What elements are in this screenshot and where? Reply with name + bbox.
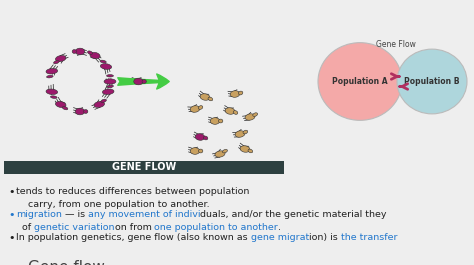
Ellipse shape bbox=[90, 52, 100, 59]
Ellipse shape bbox=[190, 106, 200, 112]
Bar bbox=[4, 161, 284, 174]
Ellipse shape bbox=[235, 131, 245, 137]
Text: GENE FLOW: GENE FLOW bbox=[112, 162, 176, 173]
Text: genetic variation: genetic variation bbox=[34, 223, 115, 232]
Text: — is: — is bbox=[62, 210, 88, 219]
Ellipse shape bbox=[83, 110, 88, 113]
Text: Population A: Population A bbox=[332, 77, 388, 86]
Text: any movement of indivi: any movement of indivi bbox=[88, 210, 201, 219]
Ellipse shape bbox=[100, 64, 112, 69]
Ellipse shape bbox=[134, 78, 143, 85]
Ellipse shape bbox=[253, 113, 257, 116]
Ellipse shape bbox=[203, 136, 208, 140]
Ellipse shape bbox=[63, 107, 68, 110]
Text: ion) is: ion) is bbox=[309, 233, 341, 242]
Text: one population to another: one population to another bbox=[155, 223, 278, 232]
Ellipse shape bbox=[102, 89, 114, 95]
Text: .: . bbox=[278, 223, 281, 232]
Ellipse shape bbox=[238, 91, 243, 95]
Ellipse shape bbox=[200, 94, 210, 100]
Text: on from: on from bbox=[115, 223, 155, 232]
Text: of: of bbox=[22, 223, 34, 232]
Ellipse shape bbox=[142, 80, 146, 83]
Ellipse shape bbox=[72, 50, 76, 54]
Text: •: • bbox=[8, 233, 15, 243]
Ellipse shape bbox=[198, 106, 203, 109]
Ellipse shape bbox=[55, 101, 66, 108]
Ellipse shape bbox=[75, 108, 85, 115]
Ellipse shape bbox=[88, 51, 92, 54]
Ellipse shape bbox=[107, 75, 113, 77]
Ellipse shape bbox=[248, 149, 253, 153]
Text: duals, and/or the genetic material they: duals, and/or the genetic material they bbox=[201, 210, 387, 219]
Ellipse shape bbox=[245, 114, 255, 120]
Ellipse shape bbox=[199, 149, 203, 153]
Ellipse shape bbox=[243, 130, 248, 134]
Ellipse shape bbox=[94, 101, 105, 108]
Text: •: • bbox=[8, 187, 15, 197]
Ellipse shape bbox=[46, 68, 58, 74]
Text: carry, from one population to another.: carry, from one population to another. bbox=[22, 200, 210, 209]
Ellipse shape bbox=[51, 96, 57, 98]
Ellipse shape bbox=[101, 99, 106, 103]
Text: In population genetics, gene flow (also known as: In population genetics, gene flow (also … bbox=[16, 233, 251, 242]
Ellipse shape bbox=[318, 43, 402, 120]
Ellipse shape bbox=[46, 75, 53, 78]
Text: tends to reduces differences between population: tends to reduces differences between pop… bbox=[16, 187, 249, 196]
Text: Population B: Population B bbox=[404, 77, 460, 86]
Ellipse shape bbox=[54, 60, 59, 64]
Ellipse shape bbox=[215, 151, 225, 157]
Ellipse shape bbox=[240, 146, 250, 152]
Text: Gene flow: Gene flow bbox=[28, 260, 105, 265]
Text: migration: migration bbox=[16, 210, 62, 219]
Ellipse shape bbox=[75, 48, 85, 55]
Text: the transfer: the transfer bbox=[341, 233, 397, 242]
Ellipse shape bbox=[190, 148, 200, 154]
Ellipse shape bbox=[210, 118, 220, 124]
Ellipse shape bbox=[195, 134, 205, 140]
Ellipse shape bbox=[55, 55, 66, 61]
Ellipse shape bbox=[208, 97, 213, 101]
Ellipse shape bbox=[222, 149, 228, 153]
Ellipse shape bbox=[107, 85, 113, 88]
Text: Gene Flow: Gene Flow bbox=[376, 40, 416, 49]
Ellipse shape bbox=[219, 119, 223, 123]
Ellipse shape bbox=[100, 60, 106, 63]
Text: gene migrat: gene migrat bbox=[251, 233, 309, 242]
Ellipse shape bbox=[233, 111, 238, 114]
Ellipse shape bbox=[104, 79, 116, 84]
Ellipse shape bbox=[225, 108, 235, 114]
Ellipse shape bbox=[230, 91, 240, 97]
Ellipse shape bbox=[46, 89, 58, 95]
Text: •: • bbox=[8, 210, 15, 220]
Ellipse shape bbox=[397, 49, 467, 114]
